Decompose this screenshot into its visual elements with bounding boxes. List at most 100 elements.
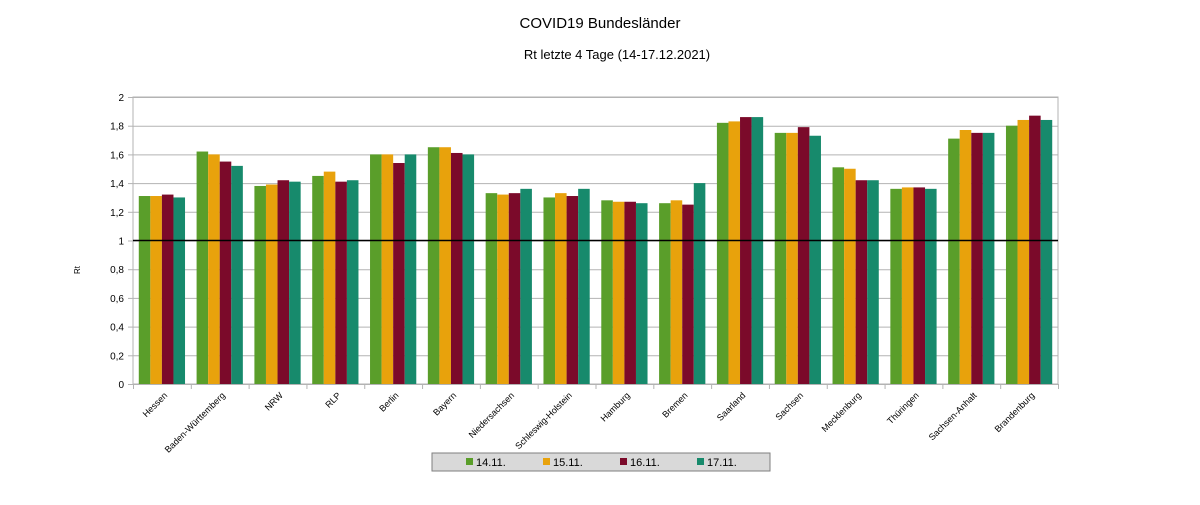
- bar: [265, 184, 278, 384]
- y-tick-label: 0,6: [110, 294, 124, 305]
- bar: [578, 188, 590, 384]
- bar: [370, 154, 382, 384]
- bar: [173, 197, 186, 384]
- bar: [913, 187, 926, 384]
- x-tick-label: Berlin: [377, 390, 400, 413]
- bar: [1005, 125, 1018, 384]
- bar: [624, 201, 636, 384]
- x-tick-label: Bremen: [660, 390, 689, 419]
- legend-label: 16.11.: [630, 457, 660, 469]
- chart-subtitle: Rt letzte 4 Tage (14-17.12.2021): [524, 47, 710, 62]
- y-tick-label: 0,2: [110, 351, 124, 362]
- x-tick-label: Saarland: [715, 390, 748, 423]
- bar: [566, 196, 579, 384]
- bar: [682, 204, 694, 384]
- bar: [693, 183, 706, 384]
- bar: [508, 193, 521, 384]
- bar: [751, 117, 764, 384]
- bar: [393, 163, 405, 384]
- bars: [138, 115, 1053, 385]
- bar: [612, 201, 625, 384]
- x-tick-label: Schleswig-Holstein: [513, 390, 574, 451]
- legend-swatch: [620, 458, 627, 465]
- bar: [797, 127, 810, 384]
- bar: [971, 132, 983, 384]
- bar: [277, 180, 290, 384]
- bar: [728, 121, 741, 385]
- x-tick-label: Brandenburg: [993, 390, 1037, 434]
- bar: [982, 132, 995, 384]
- bar: [439, 147, 451, 384]
- bar: [462, 154, 475, 384]
- x-tick-label: NRW: [263, 390, 286, 413]
- legend-label: 14.11.: [476, 457, 506, 469]
- bar: [219, 161, 232, 384]
- bar: [404, 154, 417, 384]
- y-tick-label: 0,8: [110, 265, 124, 276]
- legend-box: [431, 452, 771, 472]
- legend: 14.11. 15.11. 16.11. 17.11.: [431, 452, 771, 472]
- legend-label: 17.11.: [707, 457, 737, 469]
- y-tick-label: 1,8: [110, 122, 124, 133]
- bar: [520, 188, 532, 384]
- y-axis-label: Rt: [73, 265, 82, 274]
- bar: [855, 180, 868, 384]
- bar: [925, 188, 937, 384]
- bar: [323, 171, 336, 384]
- bar: [346, 180, 359, 384]
- legend-swatch: [697, 458, 704, 465]
- bar: [809, 135, 821, 384]
- chart-title: COVID19 Bundesländer: [520, 15, 681, 32]
- bar: [635, 203, 648, 384]
- bar: [254, 185, 266, 384]
- x-tick-label: Hamburg: [599, 390, 632, 423]
- bar: [959, 130, 972, 384]
- bar: [196, 151, 209, 384]
- bar: [867, 180, 879, 384]
- x-tick-label: Bayern: [431, 390, 458, 417]
- bar: [832, 167, 845, 384]
- y-tick-label: 1: [118, 237, 124, 248]
- bar: [450, 152, 463, 384]
- bar: [543, 197, 556, 384]
- bar: [774, 132, 787, 384]
- bar: [231, 165, 243, 384]
- x-tick-label: Baden-Württemberg: [163, 390, 227, 454]
- x-tick-label: Niedersachsen: [467, 390, 517, 440]
- bar: [786, 132, 798, 384]
- bar: [901, 187, 914, 384]
- x-tick-label: Sachsen-Anhalt: [927, 390, 979, 442]
- bar: [890, 188, 902, 384]
- y-tick-label: 0,4: [110, 323, 124, 334]
- y-tick-label: 0: [118, 380, 124, 391]
- legend-swatch: [466, 458, 473, 465]
- bar: [381, 154, 394, 384]
- bar: [1017, 119, 1030, 385]
- bar: [312, 175, 324, 384]
- x-tick-label: Mecklenburg: [820, 390, 864, 434]
- bar: [1040, 119, 1053, 385]
- bar: [427, 147, 440, 384]
- bar: [948, 138, 960, 384]
- y-tick-label: 1,6: [110, 150, 124, 161]
- bar: [289, 181, 301, 384]
- bar: [601, 200, 613, 384]
- y-tick-labels: 0 0,2 0,4 0,6 0,8 1 1,2 1,4 1,6 1,8 2: [110, 93, 124, 391]
- x-tick-label: Sachsen: [773, 390, 805, 422]
- bar: [161, 194, 174, 384]
- y-tick-label: 1,2: [110, 208, 124, 219]
- bar: [740, 117, 752, 384]
- x-tick-label: Hessen: [141, 390, 170, 419]
- axes: [128, 97, 1059, 389]
- bar: [208, 154, 220, 384]
- bar: [138, 196, 151, 384]
- bar: [485, 193, 498, 384]
- y-tick-label: 2: [118, 93, 124, 104]
- bar: [716, 122, 729, 384]
- bar: [335, 181, 347, 384]
- bar: [1029, 115, 1041, 384]
- bar: [659, 203, 671, 384]
- bar: [497, 194, 509, 384]
